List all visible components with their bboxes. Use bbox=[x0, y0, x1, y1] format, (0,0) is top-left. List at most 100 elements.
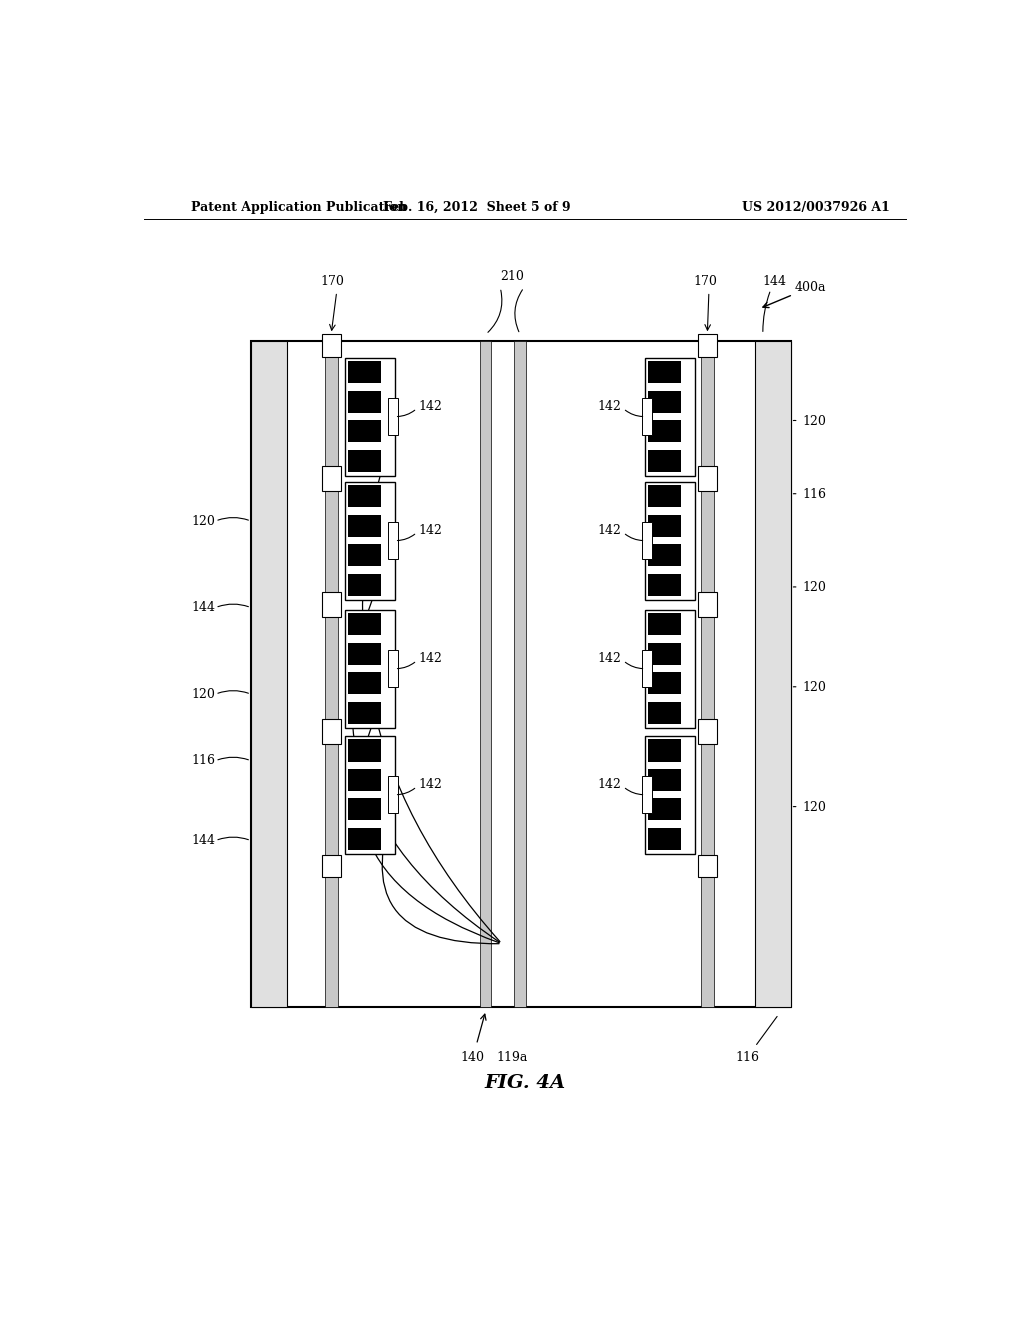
Text: 120: 120 bbox=[191, 515, 215, 528]
Text: Patent Application Publication: Patent Application Publication bbox=[191, 201, 407, 214]
Bar bbox=[645, 358, 694, 475]
Text: 170: 170 bbox=[321, 276, 345, 289]
Bar bbox=[348, 391, 381, 413]
Bar bbox=[251, 342, 287, 1007]
Text: 142: 142 bbox=[419, 524, 442, 537]
Bar bbox=[648, 768, 681, 791]
Bar bbox=[645, 735, 694, 854]
FancyArrowPatch shape bbox=[397, 788, 415, 795]
Bar bbox=[322, 591, 341, 618]
Text: 144: 144 bbox=[191, 601, 215, 614]
FancyArrowPatch shape bbox=[626, 788, 643, 795]
Text: 142: 142 bbox=[598, 524, 622, 537]
Text: 142: 142 bbox=[419, 777, 442, 791]
Text: 142: 142 bbox=[419, 652, 442, 665]
Text: 120: 120 bbox=[803, 414, 826, 428]
Bar bbox=[348, 544, 381, 566]
FancyArrowPatch shape bbox=[218, 690, 249, 693]
Bar bbox=[480, 342, 492, 1007]
Bar bbox=[348, 768, 381, 791]
Bar bbox=[697, 854, 717, 876]
FancyArrowPatch shape bbox=[218, 758, 249, 760]
Bar bbox=[642, 523, 651, 558]
Bar bbox=[648, 574, 681, 595]
Bar bbox=[345, 358, 394, 475]
Bar bbox=[348, 515, 381, 537]
Bar bbox=[348, 486, 381, 507]
FancyArrowPatch shape bbox=[515, 290, 522, 331]
Text: 116: 116 bbox=[191, 754, 215, 767]
Text: 119a: 119a bbox=[497, 1051, 527, 1064]
Bar bbox=[642, 651, 651, 686]
Text: 170: 170 bbox=[693, 276, 717, 289]
FancyArrowPatch shape bbox=[757, 1016, 777, 1044]
Text: 142: 142 bbox=[598, 400, 622, 413]
Text: FIG. 4A: FIG. 4A bbox=[484, 1074, 565, 1093]
FancyArrowPatch shape bbox=[487, 290, 502, 333]
FancyArrowPatch shape bbox=[218, 517, 249, 520]
Text: 116: 116 bbox=[735, 1051, 759, 1064]
Bar bbox=[648, 515, 681, 537]
FancyArrowPatch shape bbox=[397, 663, 415, 669]
Bar bbox=[388, 651, 397, 686]
Bar bbox=[648, 828, 681, 850]
Bar bbox=[348, 702, 381, 723]
Bar bbox=[648, 420, 681, 442]
Text: 144: 144 bbox=[763, 276, 786, 289]
FancyArrowPatch shape bbox=[626, 535, 643, 541]
Bar bbox=[697, 466, 717, 491]
Bar bbox=[345, 482, 394, 599]
Bar bbox=[648, 486, 681, 507]
Bar bbox=[348, 739, 381, 762]
FancyArrowPatch shape bbox=[397, 535, 415, 541]
Bar bbox=[648, 702, 681, 723]
Bar bbox=[642, 776, 651, 813]
Text: 142: 142 bbox=[598, 777, 622, 791]
Bar bbox=[348, 450, 381, 471]
FancyArrowPatch shape bbox=[763, 292, 770, 331]
Bar bbox=[345, 735, 394, 854]
Bar bbox=[348, 643, 381, 665]
Text: 120: 120 bbox=[803, 581, 826, 594]
Bar bbox=[697, 334, 717, 356]
FancyArrowPatch shape bbox=[397, 411, 415, 417]
Bar bbox=[645, 610, 694, 727]
Bar bbox=[348, 672, 381, 694]
Text: 120: 120 bbox=[803, 681, 826, 694]
Bar bbox=[388, 399, 397, 434]
Bar bbox=[642, 399, 651, 434]
Bar bbox=[755, 342, 791, 1007]
Bar bbox=[701, 342, 714, 1007]
Bar bbox=[348, 614, 381, 635]
Text: Feb. 16, 2012  Sheet 5 of 9: Feb. 16, 2012 Sheet 5 of 9 bbox=[383, 201, 571, 214]
Bar bbox=[348, 828, 381, 850]
Text: US 2012/0037926 A1: US 2012/0037926 A1 bbox=[742, 201, 890, 214]
Bar bbox=[648, 672, 681, 694]
Text: 142: 142 bbox=[598, 652, 622, 665]
Bar bbox=[251, 342, 791, 1007]
Bar bbox=[348, 362, 381, 383]
Bar bbox=[645, 482, 694, 599]
FancyArrowPatch shape bbox=[218, 837, 249, 840]
Text: 120: 120 bbox=[803, 801, 826, 814]
Bar bbox=[697, 591, 717, 618]
Bar bbox=[648, 643, 681, 665]
Text: 400a: 400a bbox=[795, 281, 826, 294]
Text: 116: 116 bbox=[803, 488, 826, 502]
Text: 142: 142 bbox=[419, 400, 442, 413]
Bar bbox=[697, 719, 717, 744]
FancyArrowPatch shape bbox=[626, 411, 643, 417]
Bar bbox=[322, 719, 341, 744]
Bar bbox=[648, 799, 681, 821]
Bar bbox=[648, 544, 681, 566]
Bar bbox=[322, 854, 341, 876]
Bar bbox=[514, 342, 525, 1007]
Bar bbox=[648, 450, 681, 471]
Bar bbox=[648, 739, 681, 762]
Bar bbox=[322, 334, 341, 356]
Bar bbox=[345, 610, 394, 727]
Bar bbox=[648, 614, 681, 635]
Bar bbox=[348, 574, 381, 595]
Bar bbox=[322, 466, 341, 491]
Bar bbox=[325, 342, 338, 1007]
